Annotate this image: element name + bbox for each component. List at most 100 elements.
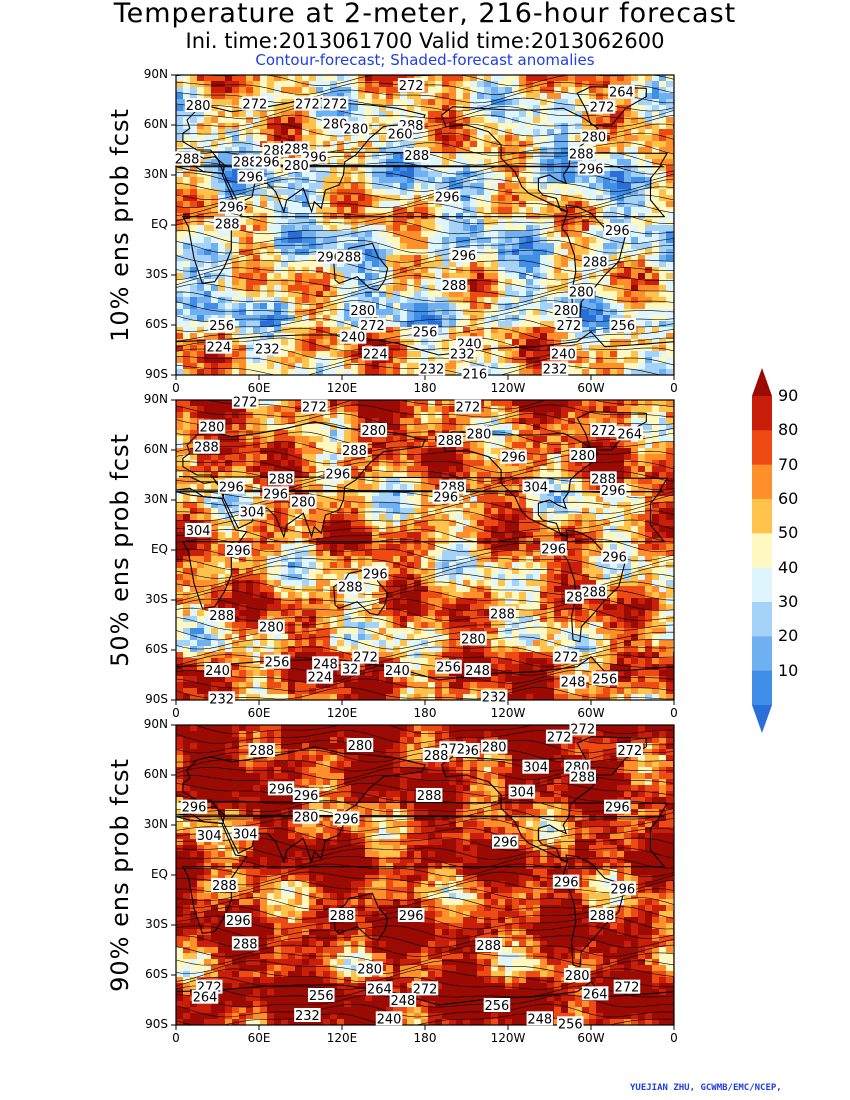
contour-label: 296 bbox=[601, 549, 628, 566]
contour-label-bg bbox=[335, 249, 363, 264]
contour-label-text: 224 bbox=[363, 347, 388, 362]
contour-label-bg bbox=[608, 84, 635, 99]
contour-label: 288 bbox=[193, 439, 220, 456]
lon-tick-label: 120W bbox=[490, 1031, 526, 1045]
contour-label-bg bbox=[500, 449, 527, 464]
contour-label-text: 288 bbox=[424, 749, 449, 764]
contour-label: 288 bbox=[569, 769, 596, 786]
contour-label-text: 280 bbox=[565, 969, 590, 984]
contour-label: 296 bbox=[225, 913, 252, 929]
contour-label-text: 296 bbox=[334, 812, 359, 827]
contour-label: 240 bbox=[339, 329, 367, 346]
contour-label-text: 216 bbox=[462, 367, 487, 382]
contour-label-bg bbox=[258, 619, 285, 634]
contour-label-bg bbox=[581, 986, 609, 1001]
contour-label: 248 bbox=[389, 993, 417, 1009]
contour-label-text: 304 bbox=[523, 481, 548, 496]
contour-label: 232 bbox=[541, 361, 569, 377]
contour-label-bg bbox=[184, 98, 212, 112]
contour-label: 288 bbox=[335, 249, 363, 266]
contour-label-text: 272 bbox=[547, 731, 572, 746]
contour-label: 280 bbox=[290, 494, 317, 511]
contour-label-text: 280 bbox=[357, 962, 382, 977]
contour-label-bg bbox=[464, 663, 491, 677]
contour-label-bg bbox=[225, 913, 252, 927]
contour-label-bg bbox=[569, 721, 596, 736]
panel-row-label-text: 90% ens prob fcst bbox=[106, 758, 134, 992]
lat-tick-label: 30S bbox=[145, 267, 168, 281]
figure-note: Contour-forecast; Shaded-forecast anomal… bbox=[255, 51, 595, 69]
contour-label-bg bbox=[552, 303, 580, 317]
colorbar-level-label: 10 bbox=[778, 660, 799, 680]
contour-label-bg bbox=[346, 738, 374, 752]
contour-label: 280 bbox=[346, 738, 374, 754]
contour-label-bg bbox=[237, 169, 264, 184]
contour-label-text: 232 bbox=[543, 362, 568, 377]
contour-label-bg bbox=[225, 543, 252, 557]
figure-title: Temperature at 2-meter, 216-hour forecas… bbox=[113, 0, 737, 29]
contour-label-bg bbox=[349, 303, 376, 317]
contour-label-bg bbox=[294, 96, 321, 111]
contour-label-bg bbox=[359, 318, 386, 332]
contour-label-text: 28 bbox=[566, 591, 583, 606]
contour-label: 256 bbox=[609, 318, 637, 334]
lat-tick-label: 90S bbox=[145, 367, 168, 381]
credit-line: YUEJIAN ZHU, GCWMB/EMC/NCEP, bbox=[630, 1083, 782, 1093]
contour-label-text: 232 bbox=[295, 1009, 320, 1024]
contour-label: 288 bbox=[208, 608, 235, 624]
contour-label: 272 bbox=[294, 96, 321, 112]
contour-label: 280 bbox=[360, 423, 388, 439]
colorbar-top-triangle bbox=[752, 368, 772, 396]
contour-label: 280 bbox=[283, 158, 310, 174]
contour-label-text: 280 bbox=[323, 117, 348, 132]
contour-label-text: 256 bbox=[592, 672, 617, 687]
colorbar-level-label: 50 bbox=[778, 523, 799, 543]
contour-label: 272 bbox=[397, 78, 425, 94]
contour-label-text: 232 bbox=[450, 347, 475, 362]
contour-label: 288 bbox=[475, 938, 502, 954]
contour-label-text: 224 bbox=[307, 671, 332, 686]
contour-label-bg bbox=[218, 199, 245, 214]
contour-label-text: 272 bbox=[399, 79, 424, 94]
contour-label-bg bbox=[292, 809, 320, 824]
contour-label: 304 bbox=[238, 504, 266, 521]
contour-label: 288 bbox=[403, 148, 430, 164]
contour-label-text: 288 bbox=[417, 789, 442, 804]
contour-label-bg bbox=[241, 96, 269, 111]
lat-tick-label: 90N bbox=[143, 67, 168, 81]
contour-label: 296 bbox=[254, 154, 281, 171]
contour-label: 280 bbox=[480, 739, 508, 756]
lat-tick-label: EQ bbox=[150, 867, 168, 881]
contour-label: 280 bbox=[568, 284, 595, 301]
contour-label: 288 bbox=[580, 584, 608, 601]
contour-label: 224 bbox=[361, 346, 389, 362]
contour-label-text: 288 bbox=[404, 149, 429, 164]
lat-tick-label: EQ bbox=[150, 542, 168, 556]
lon-tick-label: 0 bbox=[670, 381, 678, 395]
lon-tick-label: 60W bbox=[577, 706, 605, 720]
contour-label: 288 bbox=[341, 443, 368, 459]
colorbar-band bbox=[752, 499, 772, 534]
contour-label: 216 bbox=[461, 366, 489, 382]
contour-label-text: 288 bbox=[330, 909, 355, 924]
contour-label-bg bbox=[292, 788, 320, 802]
contour-label: 256 bbox=[308, 988, 335, 1004]
lon-tick-label: 60E bbox=[247, 381, 271, 395]
colorbar-level-label: 80 bbox=[778, 420, 799, 440]
contour-label-text: 264 bbox=[583, 987, 608, 1002]
contour-label: 272 bbox=[588, 99, 616, 116]
contour-label-bg bbox=[389, 993, 417, 1007]
contour-label: 232 bbox=[449, 346, 476, 362]
contour-label-bg bbox=[195, 828, 223, 842]
contour-label-bg bbox=[557, 1016, 584, 1031]
contour-label-text: 256 bbox=[485, 999, 510, 1014]
contour-label-bg bbox=[564, 589, 584, 604]
contour-label-text: 272 bbox=[591, 424, 616, 439]
contour-label-bg bbox=[609, 881, 637, 896]
contour-label-text: 288 bbox=[581, 586, 606, 601]
contour-label-text: 260 bbox=[388, 127, 413, 142]
contour-label-text: 272 bbox=[242, 97, 267, 112]
contour-label: 256 bbox=[591, 671, 619, 687]
contour-label: 240 bbox=[204, 663, 231, 679]
contour-label-text: 256 bbox=[209, 319, 234, 334]
